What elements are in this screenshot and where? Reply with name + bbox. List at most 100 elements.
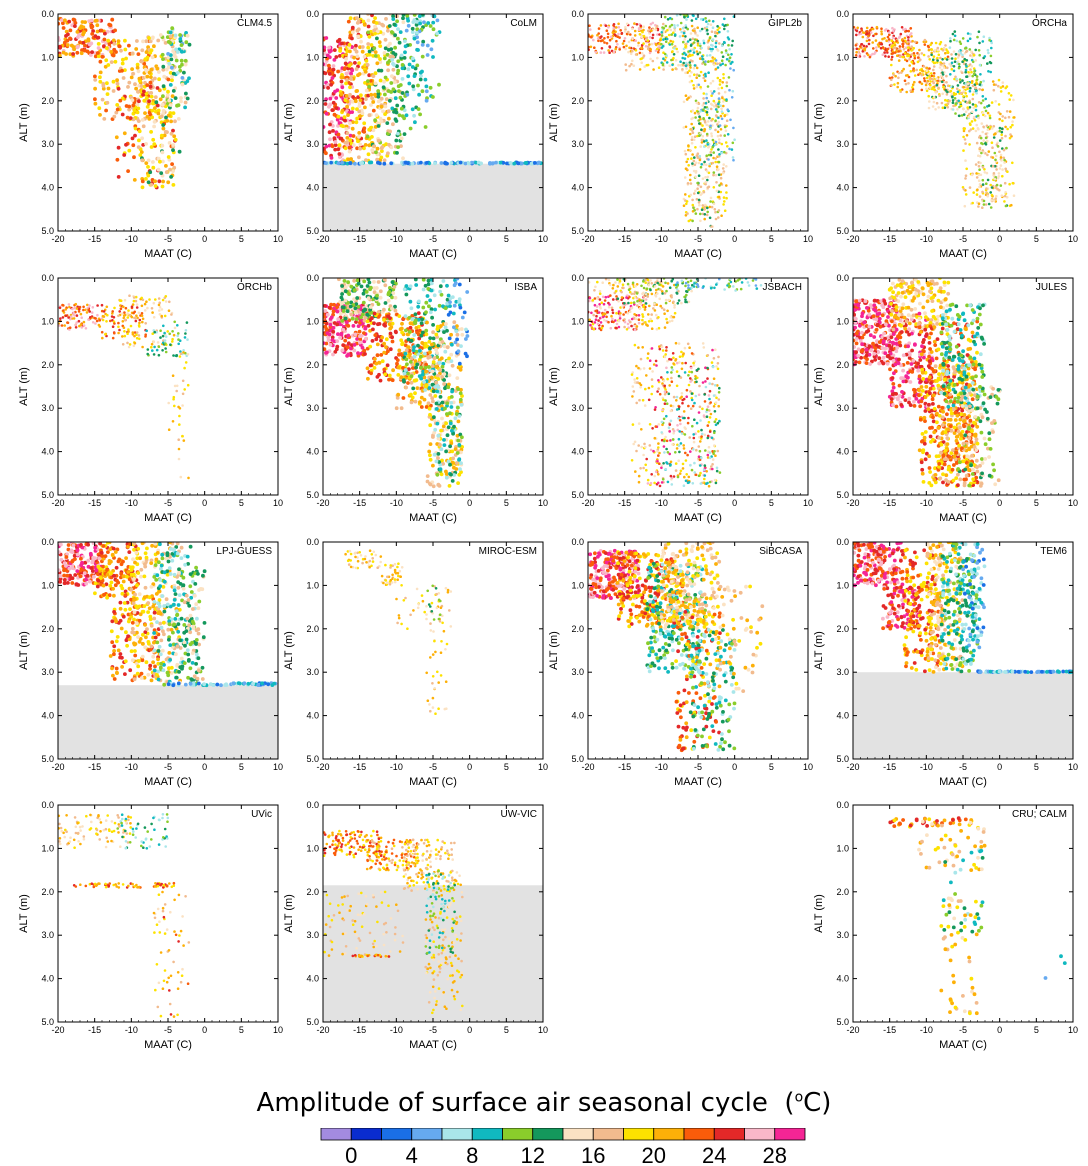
data-point <box>152 316 156 319</box>
data-point <box>150 55 155 60</box>
data-point <box>345 320 349 325</box>
data-point <box>965 101 969 104</box>
data-point <box>403 160 408 165</box>
data-point <box>704 63 707 66</box>
data-point <box>712 202 716 206</box>
data-point <box>67 316 70 319</box>
data-point <box>725 113 729 116</box>
data-point <box>404 113 409 118</box>
data-point <box>978 41 981 45</box>
data-point <box>945 81 948 84</box>
data-point <box>964 110 968 113</box>
data-point <box>896 85 899 89</box>
data-point <box>340 85 345 90</box>
data-point <box>641 30 644 34</box>
data-point <box>159 336 162 339</box>
data-point <box>390 74 394 78</box>
data-point <box>952 50 956 53</box>
data-point <box>183 81 188 85</box>
data-point <box>175 103 179 108</box>
data-point <box>962 113 966 116</box>
data-point <box>893 43 897 47</box>
data-point <box>346 113 350 117</box>
data-point <box>708 36 712 40</box>
data-point <box>373 54 378 58</box>
data-point <box>962 129 966 133</box>
data-point <box>439 161 444 165</box>
data-point <box>381 85 386 90</box>
data-point <box>968 37 972 40</box>
data-point <box>116 39 121 43</box>
data-point <box>186 353 190 356</box>
data-point <box>855 29 859 33</box>
data-point <box>691 59 694 63</box>
data-point <box>405 362 409 367</box>
data-point <box>600 35 603 38</box>
data-point <box>395 361 399 366</box>
data-point <box>98 319 102 322</box>
data-point <box>854 54 858 57</box>
data-point <box>954 57 957 60</box>
data-point <box>997 84 1000 88</box>
data-point <box>369 92 374 97</box>
data-point <box>336 332 340 336</box>
data-point <box>323 304 327 308</box>
data-point <box>389 325 394 329</box>
data-point <box>931 105 935 108</box>
data-point <box>344 94 349 98</box>
data-point <box>409 392 413 397</box>
data-point <box>366 376 370 381</box>
data-point <box>345 131 350 136</box>
data-point <box>725 165 728 168</box>
data-point <box>355 16 359 20</box>
data-point <box>958 78 962 81</box>
data-point <box>324 341 329 346</box>
data-point <box>371 74 376 78</box>
data-point <box>716 28 719 32</box>
data-point <box>974 104 977 108</box>
data-point <box>995 194 998 198</box>
data-point <box>717 105 720 109</box>
data-point <box>128 313 132 317</box>
data-point <box>963 57 966 61</box>
data-point <box>126 341 129 345</box>
data-point <box>865 39 869 43</box>
data-point <box>940 80 944 84</box>
data-point <box>994 100 997 103</box>
data-point <box>978 168 981 171</box>
data-point <box>952 38 956 42</box>
data-point <box>58 306 62 310</box>
data-point <box>693 27 696 31</box>
data-point <box>325 312 330 317</box>
data-point <box>429 403 433 408</box>
data-point <box>675 47 678 51</box>
data-point <box>382 318 386 322</box>
data-point <box>934 91 938 94</box>
data-point <box>131 111 136 116</box>
data-point <box>955 87 959 91</box>
data-point <box>131 103 136 108</box>
data-point <box>346 341 351 346</box>
data-point <box>384 97 389 102</box>
data-point <box>911 88 915 91</box>
data-point <box>721 167 725 170</box>
data-point <box>391 368 395 373</box>
data-point <box>412 14 417 17</box>
data-point <box>383 37 388 42</box>
data-point <box>708 205 712 209</box>
data-point <box>168 332 171 336</box>
data-point <box>399 338 404 343</box>
data-point <box>706 175 710 179</box>
data-point <box>158 33 163 37</box>
data-point <box>1002 148 1006 152</box>
data-point <box>701 177 705 180</box>
data-point <box>363 143 368 147</box>
data-point <box>707 158 710 161</box>
data-point <box>637 27 641 30</box>
data-point <box>932 68 935 72</box>
data-point <box>138 318 142 322</box>
data-point <box>676 50 679 54</box>
data-point <box>406 381 410 385</box>
data-point <box>339 311 343 316</box>
data-point <box>79 51 84 56</box>
